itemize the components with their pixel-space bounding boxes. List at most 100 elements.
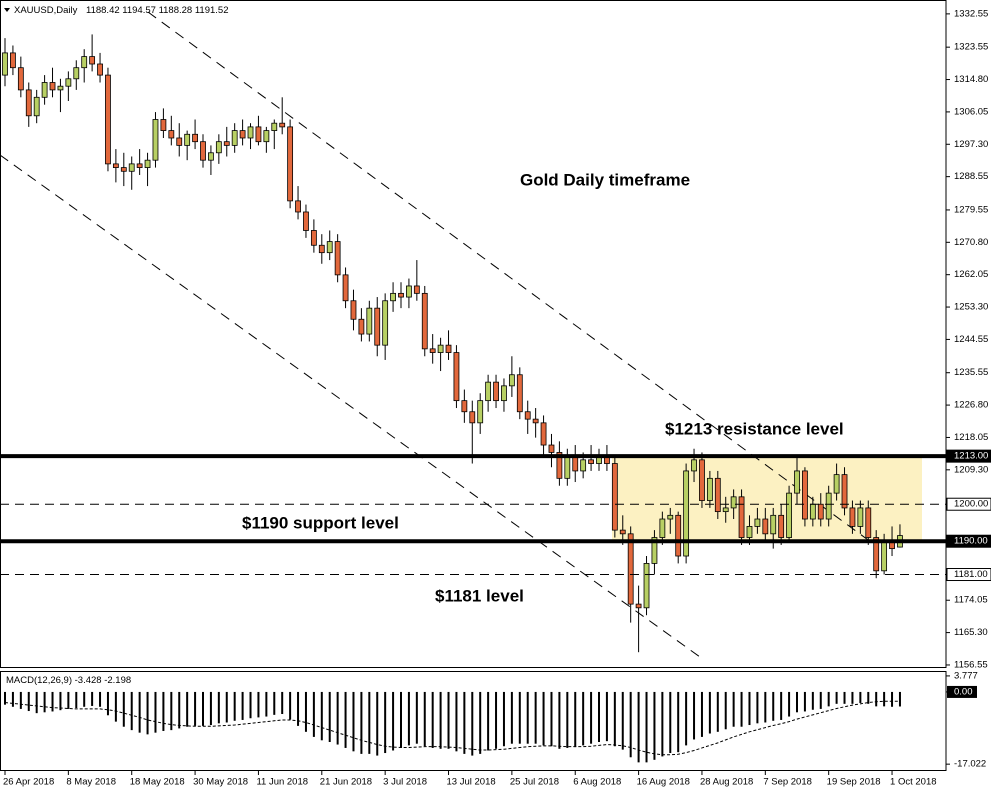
macd-bar <box>803 691 806 712</box>
macd-bar <box>265 691 268 717</box>
macd-bar <box>590 691 593 744</box>
candle-body <box>770 514 777 535</box>
macd-bar <box>209 691 212 726</box>
candle-body <box>223 141 230 146</box>
macd-bar <box>479 691 482 754</box>
macd-bar <box>407 691 410 746</box>
macd-bar <box>423 691 426 747</box>
candle-body <box>453 352 460 402</box>
candle-body <box>105 74 111 165</box>
macd-bar <box>867 691 870 704</box>
macd-bar <box>613 691 616 747</box>
candle-body <box>33 96 40 117</box>
price-level-label: 1213.00 <box>954 451 988 462</box>
candle-body <box>659 518 666 538</box>
candle-body <box>508 374 515 387</box>
candle-body <box>326 241 333 254</box>
macd-layer <box>4 691 901 763</box>
x-tick-label: 16 Aug 2018 <box>637 777 690 788</box>
macd-bar <box>178 691 181 729</box>
macd-bar <box>154 691 157 733</box>
macd-bar <box>19 691 22 709</box>
candle-body <box>683 470 690 557</box>
macd-bar <box>661 691 664 757</box>
annotation: $1190 support level <box>242 513 399 532</box>
candle-body <box>809 503 816 520</box>
annotation: $1181 level <box>435 586 524 605</box>
candle-body <box>477 400 484 424</box>
candle-body <box>564 455 571 479</box>
candle-body <box>57 85 64 91</box>
candle-body <box>802 470 808 520</box>
macd-bar <box>629 691 632 758</box>
high-value: 1194.57 <box>122 5 156 16</box>
macd-bar <box>693 691 696 740</box>
macd-bar <box>843 691 846 704</box>
y-tick-label: 1279.55 <box>954 204 988 215</box>
candle-body <box>303 211 309 231</box>
candle-body <box>120 167 127 172</box>
candle-body <box>849 507 856 527</box>
x-tick-label: 18 May 2018 <box>130 777 185 788</box>
menu-icon[interactable] <box>4 8 10 12</box>
candle-body <box>81 56 88 69</box>
candle-body <box>2 52 8 76</box>
y-tick-label: 1174.05 <box>954 595 988 606</box>
candle-body <box>691 459 697 472</box>
candle-body <box>382 300 389 346</box>
macd-bar <box>471 691 474 756</box>
candle-body <box>421 292 428 350</box>
macd-bar <box>891 691 894 707</box>
macd-bar <box>241 691 244 720</box>
candle-body <box>89 56 96 65</box>
macd-bar <box>708 691 711 734</box>
macd-pane-frame <box>0 671 947 771</box>
close-value: 1191.52 <box>195 5 229 16</box>
macd-bar <box>336 691 339 745</box>
candle-body <box>342 274 349 302</box>
macd-bar <box>130 691 133 731</box>
macd-bar <box>724 691 727 730</box>
candle-body <box>358 318 365 335</box>
macd-bar <box>716 691 719 732</box>
macd-bar <box>740 691 743 727</box>
candle-body <box>73 67 80 80</box>
candle-body <box>611 463 618 531</box>
y-tick-label: 1244.55 <box>954 334 988 345</box>
y-tick-label: 1253.30 <box>954 302 988 313</box>
candle-body <box>429 348 436 353</box>
macd-bar <box>700 691 703 737</box>
candle-body <box>548 444 555 453</box>
candle-body <box>651 537 658 564</box>
macd-bar <box>186 691 189 727</box>
candle-body <box>675 514 682 557</box>
candle-body <box>461 400 468 413</box>
macd-bar <box>202 691 204 726</box>
macd-bar <box>502 691 505 747</box>
x-tick-label: 26 Apr 2018 <box>3 777 54 788</box>
candle-body <box>112 163 119 168</box>
annotation: $1213 resistance level <box>665 419 844 438</box>
macd-bar <box>447 691 450 749</box>
candle-body <box>532 418 539 424</box>
low-value: 1188.28 <box>159 5 193 16</box>
price-level-label: 1181.00 <box>954 569 988 580</box>
candle-body <box>572 455 579 472</box>
candle-body <box>501 385 507 402</box>
macd-bar <box>415 691 418 744</box>
price-level-tag <box>946 449 991 463</box>
macd-bar <box>495 691 498 749</box>
macd-bar <box>645 691 648 763</box>
candle-body <box>865 507 872 538</box>
macd-bar <box>297 691 300 726</box>
macd-bar <box>146 691 149 735</box>
candle-body <box>524 411 531 420</box>
candle-body <box>413 285 420 294</box>
macd-bar <box>59 691 62 711</box>
candle-body <box>10 52 16 69</box>
macd-bar <box>811 691 814 710</box>
y-tick-label: 1156.55 <box>954 659 988 670</box>
candle-body <box>754 518 761 527</box>
x-tick-label: 3 Jul 2018 <box>383 777 427 788</box>
